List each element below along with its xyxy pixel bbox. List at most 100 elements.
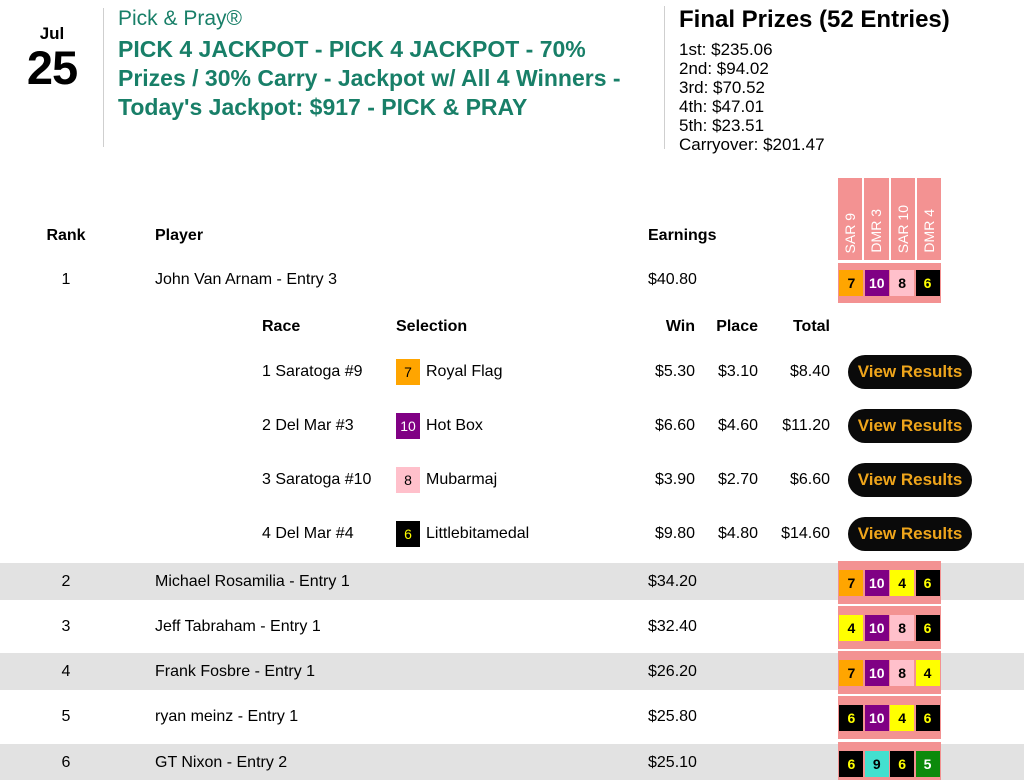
detail-header-win: Win [665, 318, 695, 335]
pick-chip: 6 [915, 704, 940, 731]
contest-title: PICK 4 JACKPOT - PICK 4 JACKPOT - 70% Pr… [118, 36, 621, 120]
pick-chip: 8 [890, 270, 915, 296]
leaderboard-row-6[interactable]: 6 GT Nixon - Entry 2 $25.10 6 9 6 5 [0, 741, 1024, 780]
pick-chip: 6 [890, 750, 915, 777]
date-month: Jul [39, 24, 65, 43]
race-label: 2 Del Mar #3 [262, 417, 354, 434]
pick-chip: 4 [915, 659, 940, 686]
picks-strip: 6 10 4 6 [838, 696, 941, 739]
pick-chip: 4 [890, 704, 915, 731]
pick-chip: 6 [915, 270, 940, 296]
selection-chip: 8 [396, 467, 420, 493]
final-prizes-heading: Final Prizes (52 Entries) [679, 6, 950, 33]
place-amount: $4.80 [717, 525, 758, 542]
pick-chip: 10 [864, 270, 889, 296]
detail-header-total: Total [792, 318, 830, 335]
selection-chip: 7 [396, 359, 420, 385]
picks-strip: 4 10 8 6 [838, 606, 941, 649]
selection-chip: 10 [396, 413, 420, 439]
view-results-button[interactable]: View Results [848, 463, 972, 497]
contest-date: Jul 25 [0, 24, 104, 92]
race-column-label: DMR 4 [920, 209, 937, 253]
leaderboard-row-3[interactable]: 3 Jeff Tabraham - Entry 1 $32.40 4 10 8 … [0, 605, 1024, 650]
pick-chip: 7 [839, 659, 864, 686]
pick-chip: 7 [839, 569, 864, 596]
divider-vertical-left [103, 8, 104, 147]
date-day: 25 [26, 41, 78, 94]
rank-value: 5 [61, 708, 71, 725]
leaderboard-row-4[interactable]: 4 Frank Fosbre - Entry 1 $26.20 7 10 8 4 [0, 650, 1024, 695]
race-label: 3 Saratoga #10 [262, 471, 372, 488]
win-amount: $3.90 [654, 471, 695, 488]
race-column-label: SAR 10 [894, 204, 911, 253]
rank-value: 4 [61, 663, 71, 680]
earnings-value: $25.80 [648, 708, 697, 725]
pick-chip: 10 [864, 569, 889, 596]
pick-chip: 4 [890, 569, 915, 596]
player-name: Jeff Tabraham - Entry 1 [155, 618, 321, 635]
selection-name: Mubarmaj [426, 471, 498, 488]
total-amount: $6.60 [789, 471, 830, 488]
prize-line-carryover: Carryover: $201.47 [679, 135, 825, 154]
pick-chip: 10 [864, 614, 889, 641]
selection-chip: 6 [396, 521, 420, 547]
race-column-sar10: SAR 10 [890, 178, 915, 260]
prize-line-4th: 4th: $47.01 [679, 97, 765, 116]
contest-series-label: Pick & Pray® [118, 7, 243, 30]
rank-value: 3 [61, 618, 71, 635]
view-results-button[interactable]: View Results [848, 355, 972, 389]
detail-header-selection: Selection [396, 318, 468, 335]
total-amount: $14.60 [781, 525, 830, 542]
picks-strip: 7 10 8 6 [838, 263, 941, 303]
contest-headline: Pick & Pray® PICK 4 JACKPOT - PICK 4 JAC… [118, 7, 655, 122]
view-results-button[interactable]: View Results [848, 517, 972, 551]
player-name: Michael Rosamilia - Entry 1 [155, 573, 350, 590]
column-header-rank: Rank [46, 227, 86, 244]
place-amount: $3.10 [717, 363, 758, 380]
race-label: 4 Del Mar #4 [262, 525, 354, 542]
earnings-value: $26.20 [648, 663, 697, 680]
prize-line-1st: 1st: $235.06 [679, 40, 773, 59]
win-amount: $6.60 [654, 417, 695, 434]
prize-line-5th: 5th: $23.51 [679, 116, 765, 135]
picks-strip: 7 10 4 6 [838, 561, 941, 604]
race-column-dmr4: DMR 4 [916, 178, 941, 260]
pick-chip: 9 [864, 750, 889, 777]
win-amount: $9.80 [654, 525, 695, 542]
total-amount: $11.20 [782, 417, 830, 434]
player-name: ryan meinz - Entry 1 [155, 708, 299, 725]
selection-name: Hot Box [426, 417, 483, 434]
earnings-value: $25.10 [648, 754, 697, 771]
prize-line-2nd: 2nd: $94.02 [679, 59, 769, 78]
picks-strip: 7 10 8 4 [838, 651, 941, 694]
column-header-player: Player [155, 227, 204, 244]
pick-chip: 7 [839, 270, 864, 296]
detail-header-race: Race [262, 318, 301, 335]
detail-header-place: Place [716, 318, 758, 335]
player-name: Frank Fosbre - Entry 1 [155, 663, 316, 680]
leaderboard-row-5[interactable]: 5 ryan meinz - Entry 1 $25.80 6 10 4 6 [0, 695, 1024, 740]
leaderboard-row-2[interactable]: 2 Michael Rosamilia - Entry 1 $34.20 7 1… [0, 560, 1024, 605]
player-name: GT Nixon - Entry 2 [155, 754, 288, 771]
race-column-label: DMR 3 [868, 209, 885, 253]
race-label: 1 Saratoga #9 [262, 363, 363, 380]
race-column-dmr3: DMR 3 [864, 178, 889, 260]
pick-chip: 8 [890, 614, 915, 641]
place-amount: $2.70 [717, 471, 758, 488]
race-column-label: SAR 9 [842, 212, 859, 253]
selection-name: Royal Flag [426, 363, 503, 380]
player-name: John Van Arnam - Entry 3 [155, 271, 338, 288]
place-amount: $4.60 [717, 417, 758, 434]
earnings-value: $34.20 [648, 573, 697, 590]
pick-chip: 10 [864, 704, 889, 731]
rank-value: 2 [61, 573, 71, 590]
prize-line-3rd: 3rd: $70.52 [679, 78, 766, 97]
pick-chip: 6 [915, 569, 940, 596]
win-amount: $5.30 [654, 363, 695, 380]
rank-value: 1 [61, 271, 71, 288]
earnings-value: $32.40 [648, 618, 697, 635]
view-results-button[interactable]: View Results [848, 409, 972, 443]
final-prizes-panel: Final Prizes (52 Entries) 1st: $235.06 2… [679, 6, 1019, 154]
earnings-value: $40.80 [648, 271, 697, 288]
